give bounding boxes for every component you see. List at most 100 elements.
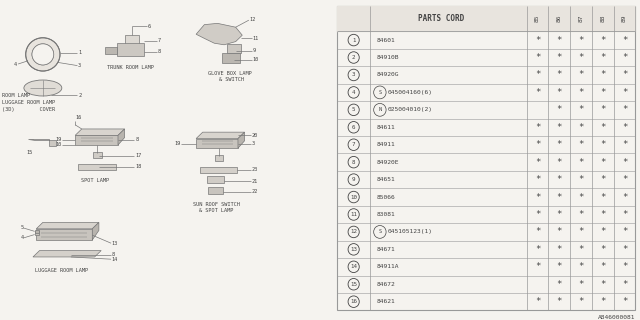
Text: *: * [579, 123, 584, 132]
Text: 6: 6 [147, 24, 150, 29]
Text: 84910B: 84910B [377, 55, 399, 60]
Bar [93, 152, 102, 158]
Text: *: * [622, 297, 627, 306]
Text: *: * [557, 70, 562, 79]
Text: *: * [622, 105, 627, 114]
Text: 84621: 84621 [377, 299, 396, 304]
Text: *: * [557, 88, 562, 97]
Text: 2: 2 [352, 55, 355, 60]
Circle shape [32, 44, 54, 65]
Text: *: * [579, 297, 584, 306]
Text: *: * [600, 53, 605, 62]
Text: 17: 17 [135, 153, 141, 158]
Text: *: * [557, 105, 562, 114]
Text: *: * [600, 158, 605, 167]
Text: *: * [535, 36, 540, 44]
Text: *: * [535, 175, 540, 184]
Text: *: * [579, 158, 584, 167]
Text: 85: 85 [535, 15, 540, 22]
Text: LUGGAGE ROOM LAMP: LUGGAGE ROOM LAMP [2, 100, 55, 105]
Text: 84920G: 84920G [377, 72, 399, 77]
Text: 7: 7 [352, 142, 355, 147]
Text: *: * [535, 158, 540, 167]
Polygon shape [36, 229, 92, 240]
Text: *: * [622, 140, 627, 149]
Text: *: * [622, 228, 627, 236]
Text: *: * [579, 70, 584, 79]
Text: *: * [622, 262, 627, 271]
Text: 11: 11 [350, 212, 357, 217]
Text: SUN ROOF SWITCH: SUN ROOF SWITCH [193, 202, 240, 207]
Bar [117, 43, 144, 56]
Bar [208, 187, 223, 194]
Polygon shape [196, 139, 238, 148]
Text: *: * [557, 280, 562, 289]
Text: *: * [600, 297, 605, 306]
Text: 8: 8 [157, 49, 161, 54]
Circle shape [26, 38, 60, 71]
Text: 23: 23 [252, 167, 258, 172]
Text: *: * [557, 193, 562, 202]
Text: 4: 4 [20, 235, 24, 240]
Text: 10: 10 [253, 57, 259, 62]
Text: *: * [535, 123, 540, 132]
Text: *: * [622, 210, 627, 219]
Text: 5: 5 [352, 107, 355, 112]
Text: *: * [557, 123, 562, 132]
Text: *: * [535, 140, 540, 149]
Text: *: * [557, 297, 562, 306]
Text: *: * [579, 53, 584, 62]
Text: *: * [557, 36, 562, 44]
Text: 21: 21 [252, 179, 258, 184]
Text: *: * [622, 70, 627, 79]
Text: 5: 5 [20, 225, 24, 230]
Text: 4: 4 [13, 61, 17, 67]
Ellipse shape [24, 80, 62, 96]
Text: 2: 2 [78, 93, 81, 98]
Text: 9: 9 [352, 177, 355, 182]
Text: ROOM LAMP: ROOM LAMP [2, 93, 30, 99]
Text: *: * [579, 228, 584, 236]
Bar [215, 155, 223, 161]
Text: 86: 86 [557, 15, 562, 22]
Text: *: * [557, 158, 562, 167]
Text: 12: 12 [350, 229, 357, 235]
Text: 8: 8 [112, 252, 115, 257]
Text: A846000081: A846000081 [598, 315, 636, 320]
Text: *: * [600, 280, 605, 289]
Text: *: * [600, 210, 605, 219]
Text: *: * [600, 193, 605, 202]
Text: *: * [622, 280, 627, 289]
Text: 9: 9 [253, 48, 256, 53]
Text: 84671: 84671 [377, 247, 396, 252]
Text: *: * [579, 88, 584, 97]
Polygon shape [28, 139, 56, 146]
Text: *: * [600, 140, 605, 149]
Text: & SPOT LAMP: & SPOT LAMP [200, 208, 234, 213]
Text: LUGGAGE ROOM LAMP: LUGGAGE ROOM LAMP [35, 268, 88, 273]
Text: *: * [535, 245, 540, 254]
Text: 88: 88 [600, 15, 605, 22]
Text: 6: 6 [352, 125, 355, 130]
Text: *: * [600, 123, 605, 132]
Text: SPOT LAMP: SPOT LAMP [81, 178, 109, 183]
Text: & SWITCH: & SWITCH [219, 77, 244, 83]
Text: 12: 12 [250, 17, 256, 22]
Text: *: * [535, 262, 540, 271]
Text: S: S [378, 229, 381, 235]
Polygon shape [75, 129, 125, 135]
Bar [35, 231, 38, 235]
Text: 13: 13 [112, 241, 118, 246]
Text: 14: 14 [112, 257, 118, 262]
Text: 1: 1 [78, 50, 81, 55]
Text: *: * [535, 88, 540, 97]
Text: *: * [579, 36, 584, 44]
Text: *: * [600, 105, 605, 114]
Polygon shape [33, 251, 101, 257]
Text: *: * [579, 140, 584, 149]
Text: 045004160(6): 045004160(6) [387, 90, 433, 95]
Text: *: * [535, 53, 540, 62]
Text: *: * [622, 245, 627, 254]
Text: *: * [535, 70, 540, 79]
Text: 85066: 85066 [377, 195, 396, 200]
